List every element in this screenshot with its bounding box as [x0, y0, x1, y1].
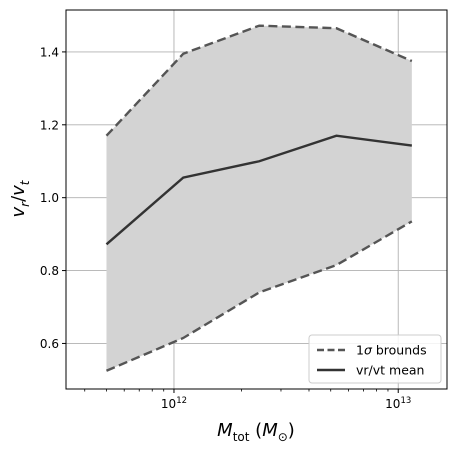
y-label-num-main: v — [8, 207, 29, 218]
legend-label-mean: vr/vt mean — [356, 363, 424, 378]
axes-layer — [65, 9, 448, 390]
band-layer — [106, 25, 412, 371]
y-label-den-sub: t — [18, 179, 32, 185]
y-tick-label: 0.6 — [40, 337, 59, 351]
upper-bound-line — [105, 24, 413, 137]
y-tick-label: 0.8 — [40, 264, 59, 278]
x-label-main: M — [217, 420, 233, 441]
x-label-unit-sub: ⊙ — [278, 430, 288, 444]
y-tick-label: 1.4 — [40, 45, 59, 59]
mean-line — [105, 134, 412, 246]
x-label-open-paren: ( — [249, 420, 262, 441]
x-label-sub: tot — [233, 430, 250, 444]
lower-bound-line — [105, 220, 413, 372]
x-tick-label: 1013 — [385, 396, 411, 411]
sigma-band-fill — [106, 25, 412, 371]
y-label-slash: / — [8, 195, 29, 202]
legend-bounds-rest: brounds — [372, 343, 427, 358]
y-label-num-sub: r — [18, 201, 32, 207]
y-tick-label: 1.2 — [40, 118, 59, 132]
lines-layer — [105, 24, 413, 372]
x-axis-label: Mtot (M⊙) — [217, 420, 295, 444]
y-tick-label: 1.0 — [40, 191, 59, 205]
legend-bounds-main: 1 — [356, 343, 364, 358]
legend-bounds-sigma: σ — [364, 343, 373, 358]
ticks-layer: 0.6 0.8 1.0 1.2 1.4 1012 1013 — [40, 45, 411, 411]
y-label-den-main: v — [8, 185, 29, 196]
y-axis-label: vr/vt — [8, 179, 32, 217]
legend: 1σ brounds vr/vt mean — [308, 334, 442, 384]
legend-label-bounds: 1σ brounds — [356, 343, 427, 358]
x-tick-label: 1012 — [161, 396, 187, 411]
x-label-unit-main: M — [262, 420, 278, 441]
x-label-close-paren: ) — [288, 420, 295, 441]
plot-frame — [65, 9, 448, 390]
